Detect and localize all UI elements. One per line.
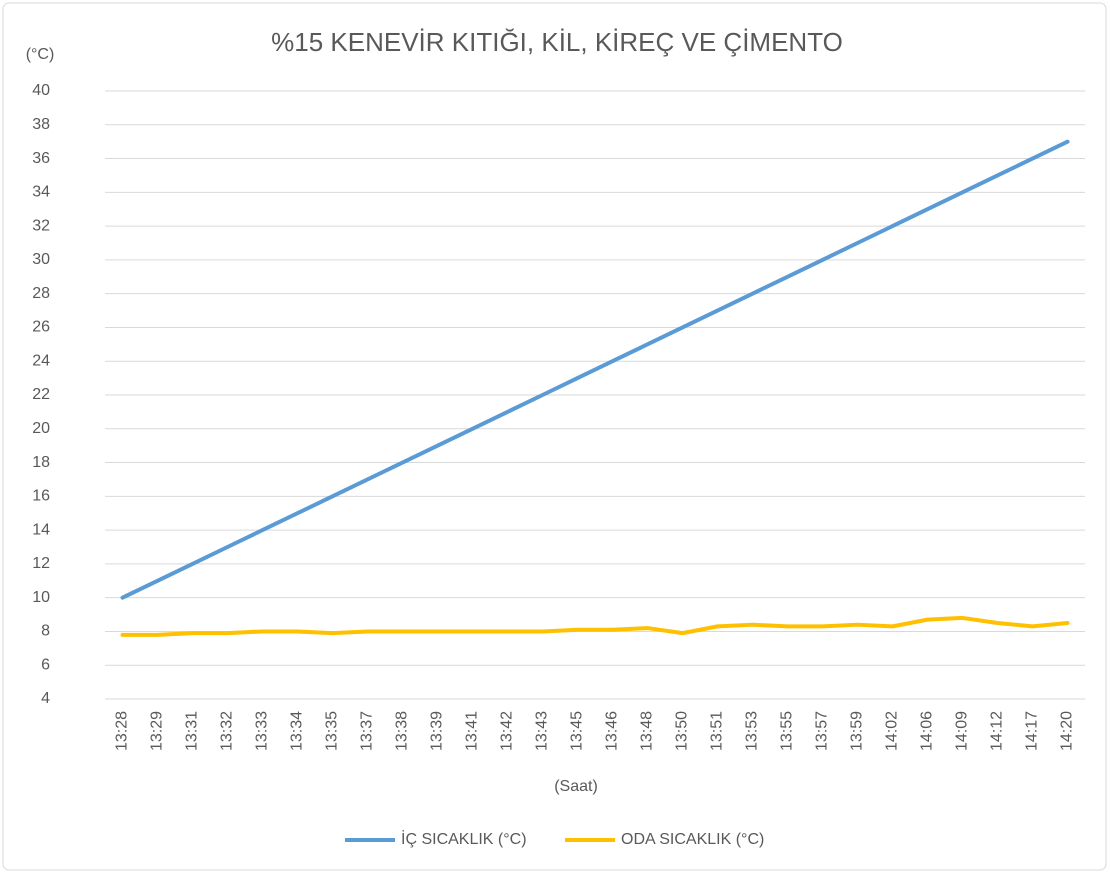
chart-title: %15 KENEVİR KITIĞI, KİL, KİREÇ VE ÇİMENT… xyxy=(271,27,843,57)
x-tick-label: 13:53 xyxy=(744,711,761,751)
y-tick-label: 6 xyxy=(41,656,50,673)
y-tick-label: 22 xyxy=(32,386,50,403)
y-tick-label: 30 xyxy=(32,251,50,268)
x-tick-label: 13:28 xyxy=(114,711,131,751)
x-tick-label: 13:29 xyxy=(149,711,166,751)
x-axis-label: (Saat) xyxy=(554,778,598,795)
y-tick-label: 4 xyxy=(41,690,50,707)
series-line xyxy=(120,139,1070,600)
y-axis-label: (°C) xyxy=(26,46,55,63)
x-tick-label: 13:34 xyxy=(289,711,306,751)
x-tick-label: 13:55 xyxy=(779,711,796,751)
x-tick-label: 13:48 xyxy=(639,711,656,751)
x-tick-label: 13:43 xyxy=(534,711,551,751)
legend-label: ODA SICAKLIK (°C) xyxy=(621,831,764,848)
x-tick-label: 13:41 xyxy=(464,711,481,751)
x-tick-label: 14:02 xyxy=(884,711,901,751)
y-tick-label: 8 xyxy=(41,623,50,640)
x-tick-label: 14:17 xyxy=(1024,711,1041,751)
series-line xyxy=(120,615,1070,637)
x-tick-label: 13:31 xyxy=(184,711,201,751)
y-tick-label: 12 xyxy=(32,555,50,572)
y-tick-label: 16 xyxy=(32,488,50,505)
y-tick-label: 10 xyxy=(32,589,50,606)
y-tick-label: 28 xyxy=(32,285,50,302)
x-tick-label: 13:51 xyxy=(709,711,726,751)
x-tick-label: 14:09 xyxy=(954,711,971,751)
x-tick-label: 13:37 xyxy=(359,711,376,751)
x-tick-label: 13:42 xyxy=(499,711,516,751)
y-tick-label: 20 xyxy=(32,420,50,437)
y-tick-label: 36 xyxy=(32,150,50,167)
x-tick-label: 13:50 xyxy=(674,711,691,751)
y-tick-label: 34 xyxy=(32,184,50,201)
x-tick-label: 13:32 xyxy=(219,711,236,751)
y-tick-label: 26 xyxy=(32,319,50,336)
x-tick-label: 13:59 xyxy=(849,711,866,751)
x-tick-label: 14:06 xyxy=(919,711,936,751)
y-tick-label: 40 xyxy=(32,82,50,99)
y-tick-label: 14 xyxy=(32,521,50,538)
x-tick-label: 13:45 xyxy=(569,711,586,751)
x-tick-label: 14:12 xyxy=(989,711,1006,751)
y-tick-label: 38 xyxy=(32,116,50,133)
x-tick-label: 13:38 xyxy=(394,711,411,751)
x-tick-label: 13:39 xyxy=(429,711,446,751)
y-tick-label: 18 xyxy=(32,454,50,471)
y-tick-label: 32 xyxy=(32,217,50,234)
x-tick-label: 14:20 xyxy=(1059,711,1076,751)
x-tick-label: 13:57 xyxy=(814,711,831,751)
x-tick-label: 13:35 xyxy=(324,711,341,751)
legend-label: İÇ SICAKLIK (°C) xyxy=(401,829,527,848)
y-tick-label: 24 xyxy=(32,352,50,369)
x-tick-label: 13:33 xyxy=(254,711,271,751)
x-tick-label: 13:46 xyxy=(604,711,621,751)
